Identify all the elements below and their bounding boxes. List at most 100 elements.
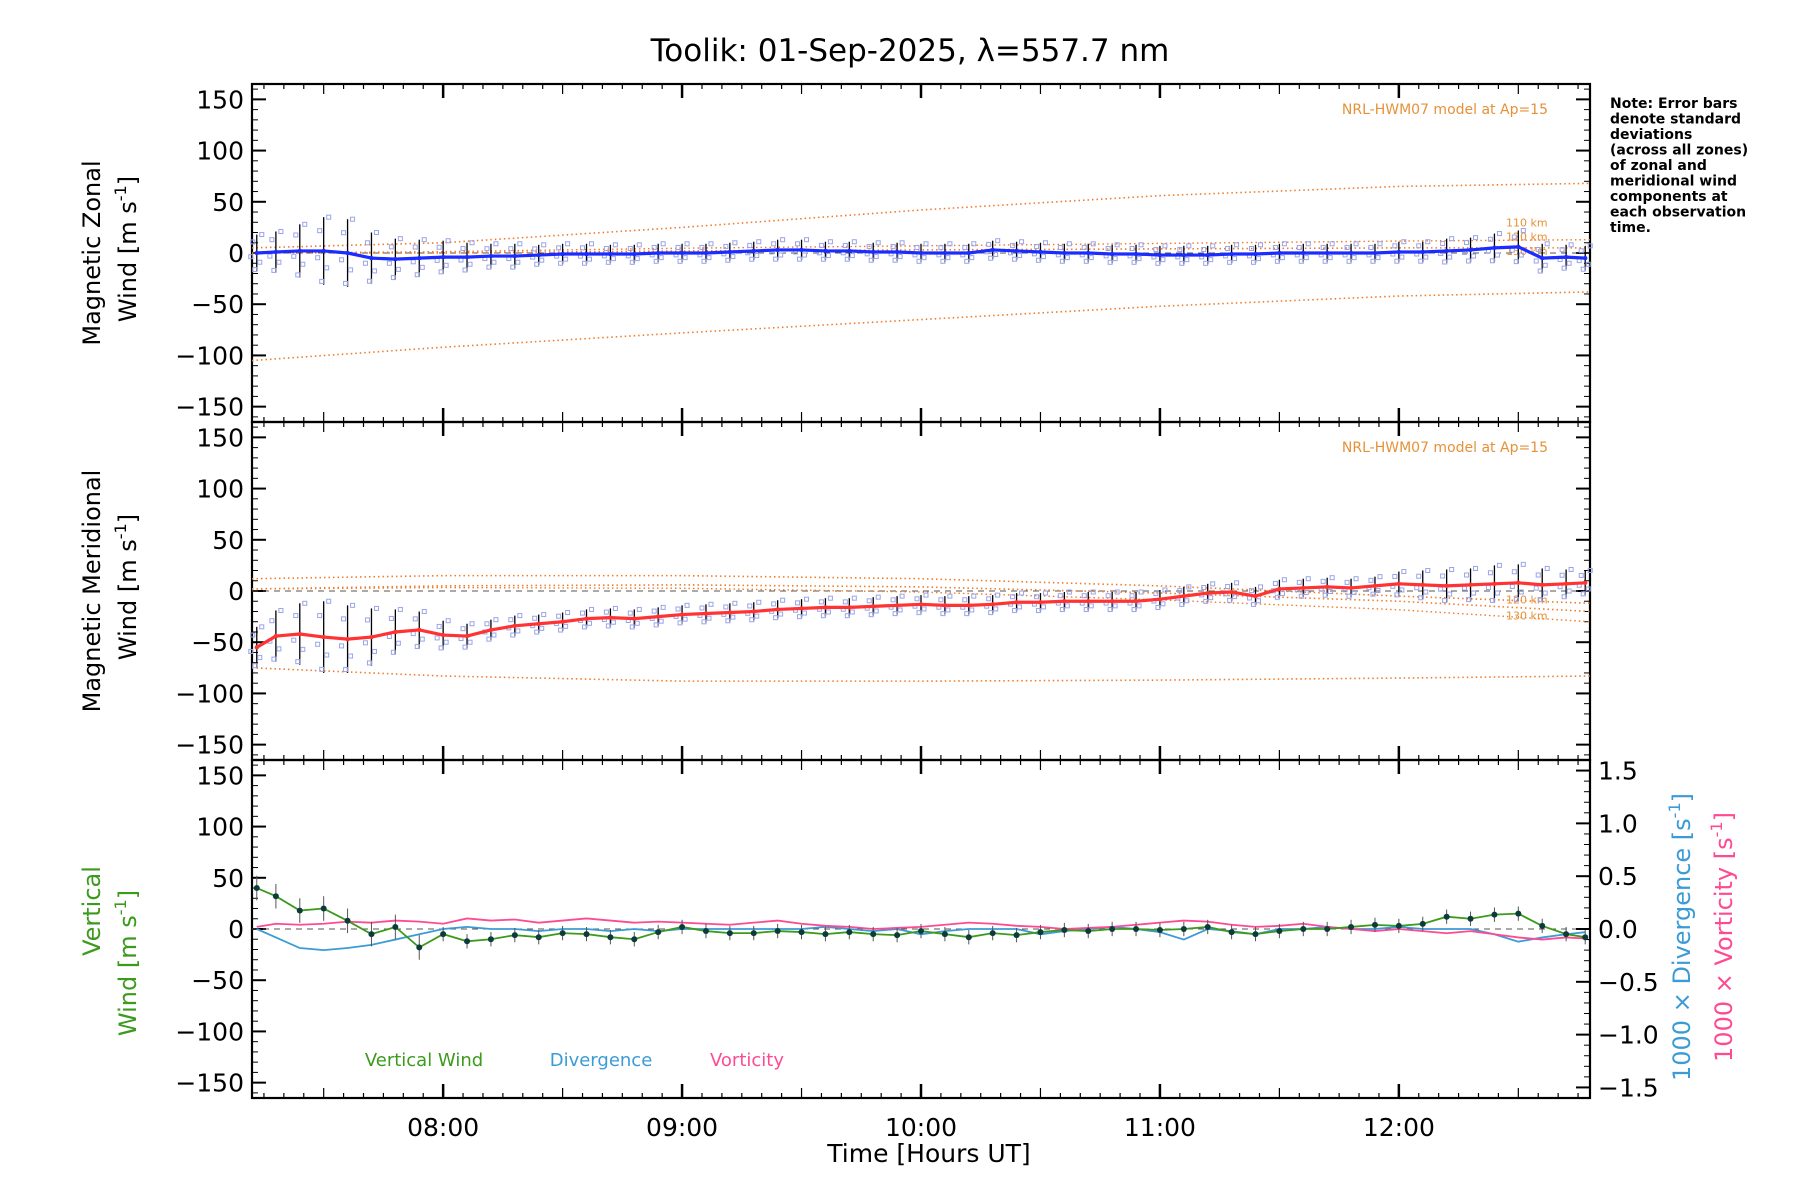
zonal-wind-point	[1062, 250, 1067, 256]
zone-sample	[1177, 588, 1183, 594]
zone-sample	[1279, 591, 1285, 597]
zone-sample	[1249, 588, 1254, 594]
zone-sample	[1392, 243, 1398, 249]
vertical-wind-point	[368, 931, 375, 938]
zone-sample	[892, 257, 898, 263]
zone-sample	[1281, 241, 1287, 247]
zone-sample	[1544, 241, 1550, 247]
zone-sample	[397, 606, 403, 612]
zone-sample	[269, 237, 275, 243]
meridional-wind-point	[1086, 599, 1091, 604]
zone-sample	[1019, 590, 1025, 596]
zone-sample	[897, 254, 903, 260]
y2-title-bracket: ]	[1710, 812, 1738, 821]
zone-sample	[1090, 589, 1096, 595]
vertical-wind-point	[1109, 926, 1116, 932]
zonal-wind-point	[942, 250, 948, 256]
vertical-wind-point	[774, 928, 781, 935]
zone-sample	[1088, 255, 1094, 261]
zone-sample	[410, 631, 416, 637]
zone-sample	[1227, 597, 1233, 603]
zone-sample	[1375, 587, 1381, 593]
zone-sample	[278, 607, 284, 613]
y-tick-label: −100	[175, 341, 244, 370]
zone-sample	[436, 623, 442, 629]
zonal-wind-point	[1583, 255, 1588, 261]
zone-sample	[293, 232, 299, 238]
zone-sample	[969, 607, 975, 613]
zone-sample	[725, 618, 731, 624]
zonal-wind-point	[464, 254, 470, 260]
zone-sample	[486, 636, 492, 642]
zone-sample	[443, 262, 449, 268]
zone-sample	[515, 628, 521, 634]
zone-sample	[1496, 231, 1502, 237]
zone-sample	[1114, 242, 1120, 248]
vertical-wind-point	[1348, 923, 1355, 930]
zone-sample	[1160, 601, 1166, 607]
note-line: of zonal and	[1610, 158, 1707, 174]
zone-sample	[515, 259, 521, 265]
meridional-wind-point	[393, 629, 398, 635]
zone-sample	[1138, 242, 1144, 248]
zone-sample	[1587, 243, 1593, 249]
vertical-wind-point	[1085, 928, 1092, 935]
model-curve-upper	[251, 182, 1591, 249]
meridional-wind-point	[727, 610, 733, 615]
zone-sample	[1272, 580, 1278, 586]
y2-title-superscript: -1	[1707, 821, 1726, 837]
zone-sample	[1368, 244, 1374, 250]
zonal-wind-point	[417, 255, 422, 261]
zone-sample	[1129, 593, 1135, 599]
zone-sample	[1322, 592, 1328, 598]
zone-sample	[1274, 594, 1280, 600]
zone-sample	[348, 653, 354, 659]
note-line: each observation	[1610, 205, 1746, 221]
y-tick-label: 100	[196, 475, 244, 504]
zone-sample	[326, 598, 332, 604]
zone-sample	[1485, 585, 1491, 591]
vertical-wind-point	[1013, 932, 1020, 939]
zone-sample	[1105, 245, 1111, 251]
zone-sample	[1322, 258, 1328, 264]
vertical-wind-point	[1204, 923, 1211, 930]
y-axis-unit: Wind [m s-1]	[111, 890, 142, 1036]
zone-sample	[371, 268, 377, 274]
zone-sample	[797, 256, 803, 262]
zone-sample	[300, 646, 306, 652]
zonal-wind-point	[1468, 247, 1473, 253]
zone-sample	[1518, 589, 1524, 595]
zone-sample	[1281, 577, 1287, 583]
meridional-wind-point	[1205, 590, 1210, 596]
zonal-wind-point	[1229, 251, 1234, 257]
zone-sample	[1414, 585, 1420, 591]
zone-sample	[964, 258, 970, 264]
unit-bracket: ]	[114, 514, 142, 523]
zone-sample	[419, 636, 425, 642]
zone-sample	[541, 242, 547, 248]
zone-sample	[1578, 572, 1584, 578]
zone-sample	[938, 597, 944, 603]
zone-sample	[651, 608, 657, 614]
zone-sample	[825, 253, 831, 259]
zone-sample	[467, 261, 473, 267]
zonal-wind-point	[1301, 250, 1306, 256]
zone-sample	[1368, 577, 1374, 583]
zone-sample	[1370, 591, 1376, 597]
zone-sample	[267, 253, 273, 259]
x-tick-label: 10:00	[885, 1113, 957, 1142]
zone-sample	[754, 613, 760, 619]
zone-sample	[890, 597, 896, 603]
zone-sample	[558, 627, 564, 633]
zone-sample	[914, 596, 920, 602]
zone-sample	[412, 244, 418, 250]
zone-sample	[1040, 254, 1046, 260]
zone-sample	[964, 611, 970, 617]
y2-tick-label: −0.5	[1598, 968, 1659, 997]
y2-title-text: 1000 × Vorticity [s	[1710, 837, 1738, 1062]
zone-sample	[319, 278, 325, 284]
zone-sample	[315, 641, 321, 647]
zone-sample	[1329, 575, 1335, 581]
